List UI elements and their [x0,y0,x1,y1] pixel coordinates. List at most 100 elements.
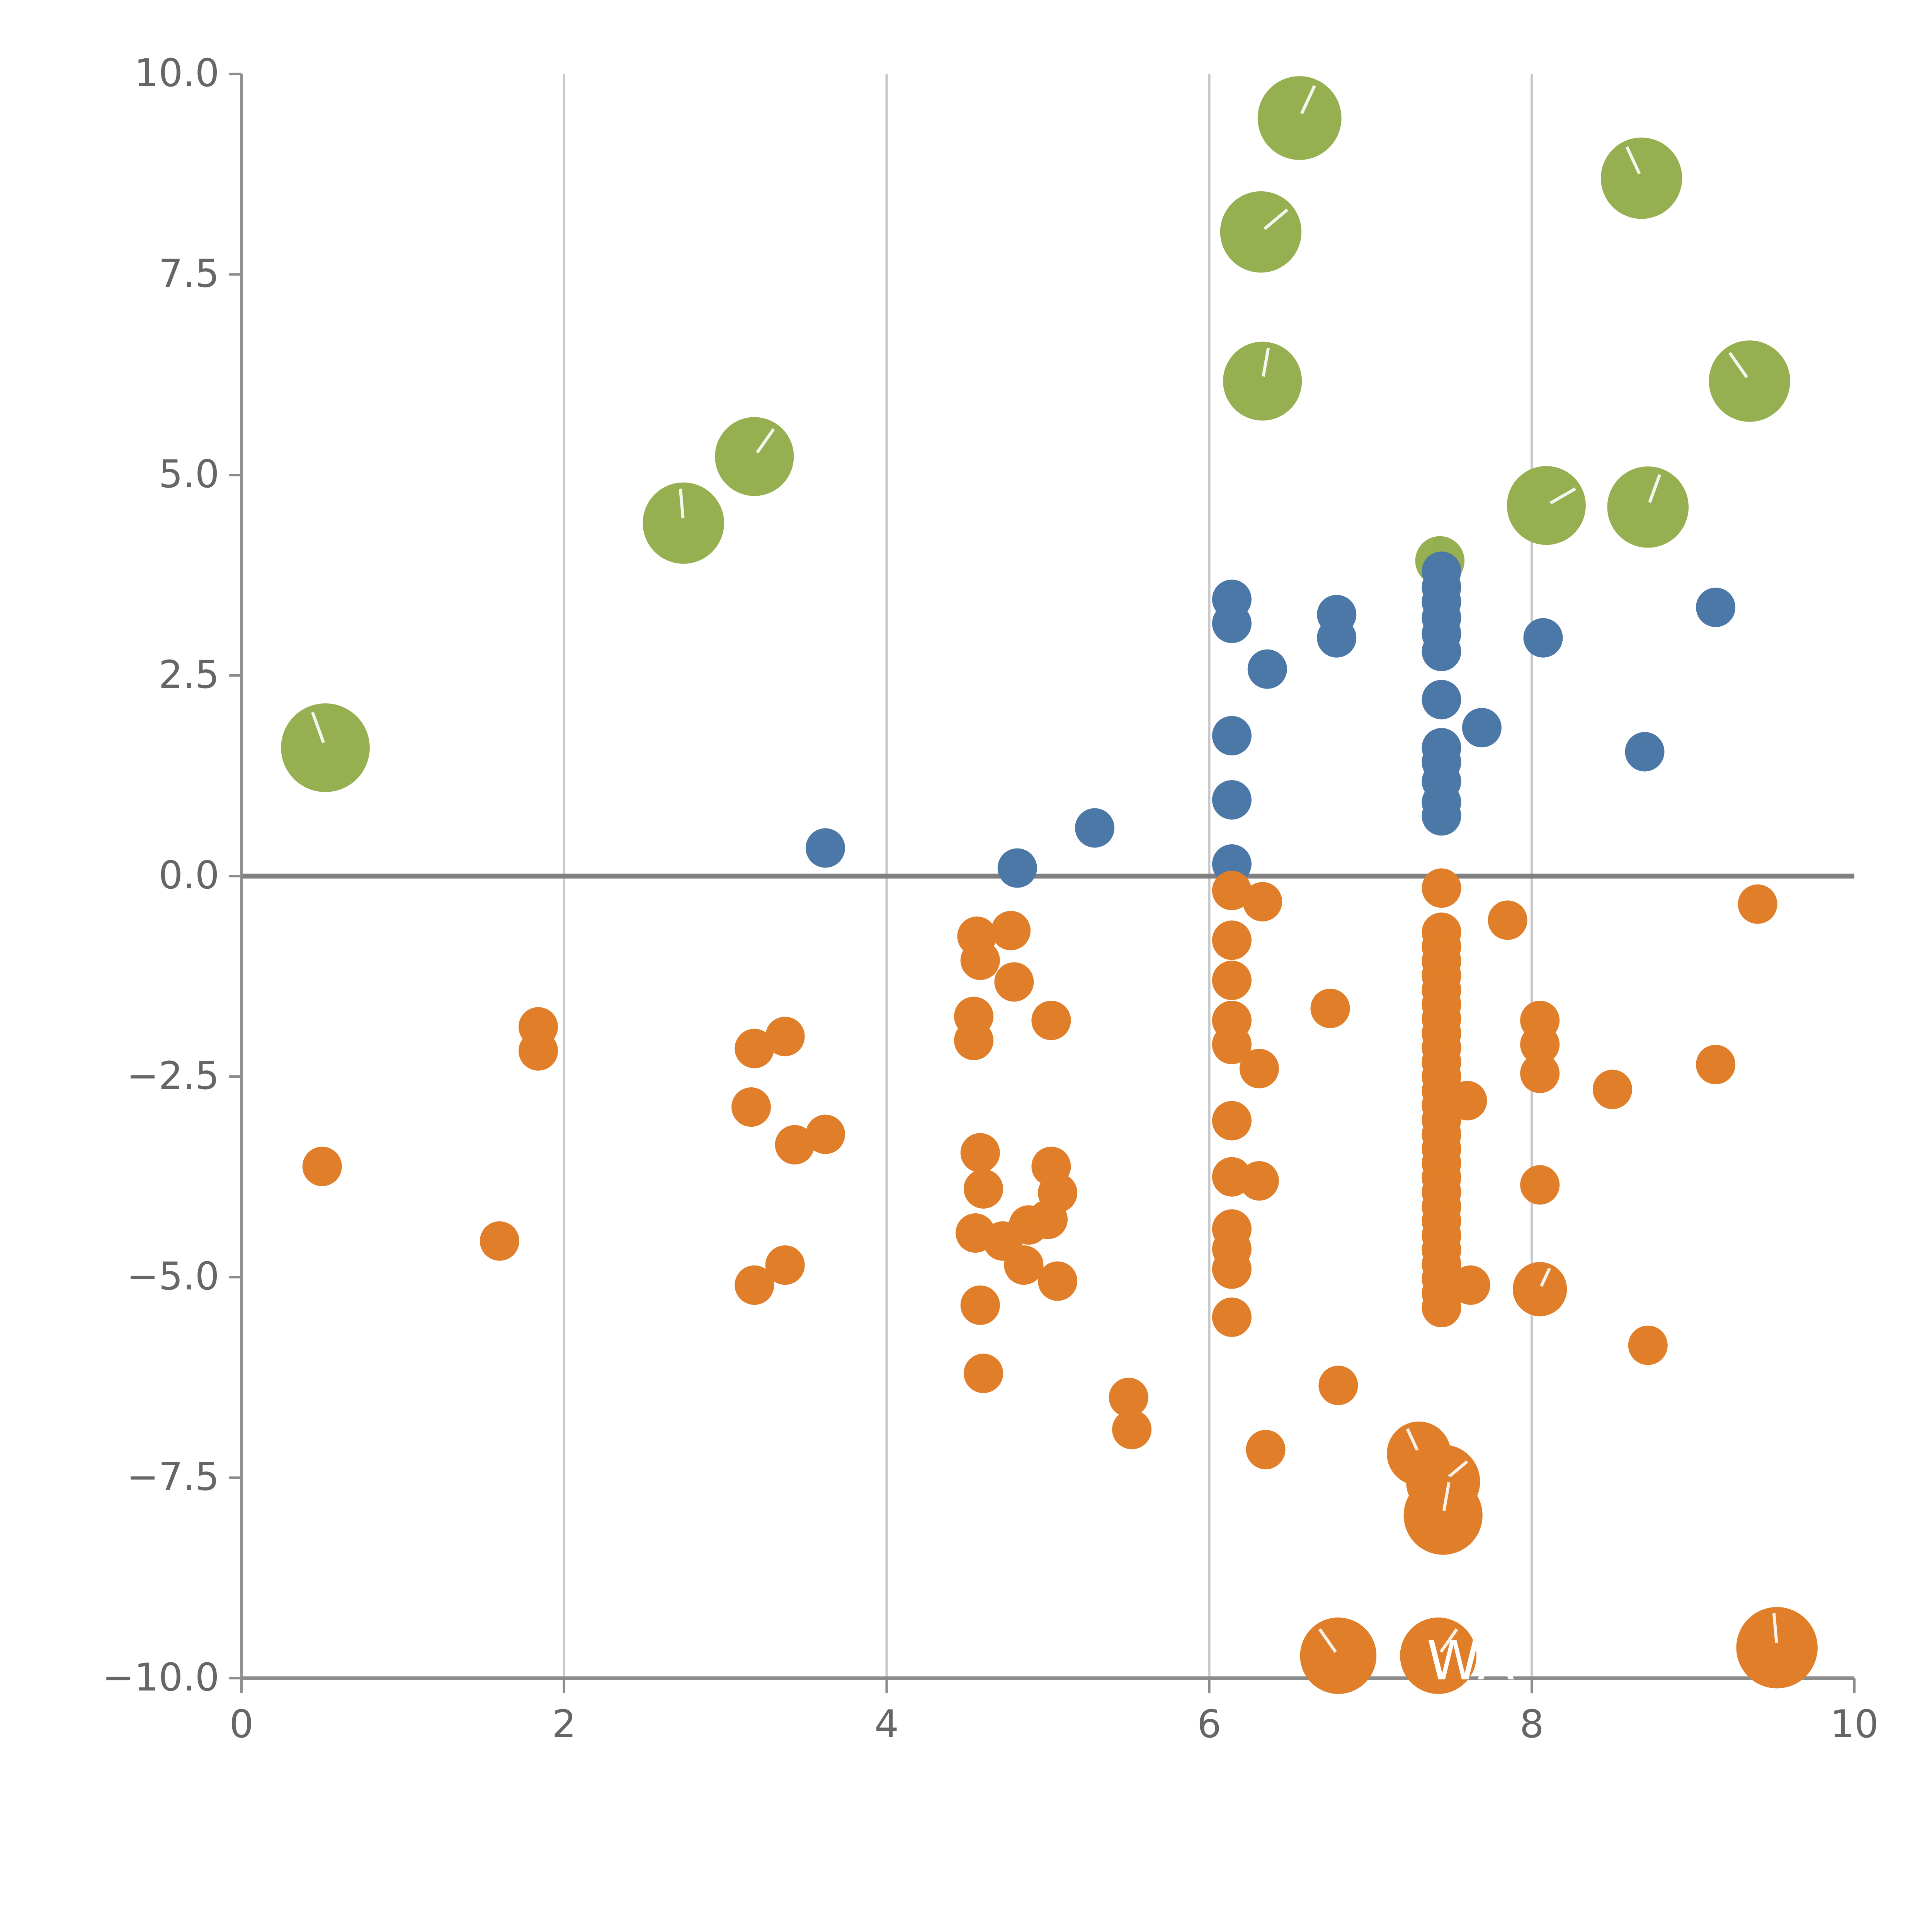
x-tick-label: 6 [1197,1702,1221,1747]
blue-data-point [1523,618,1563,658]
x-tick-label: 8 [1520,1702,1544,1747]
orange-data-point [960,1133,1000,1173]
blue-data-point [1247,649,1287,689]
blue-data-point [1625,732,1665,772]
orange-data-point [960,1285,1000,1325]
orange-data-point [806,1114,845,1154]
green-data-point [1507,466,1586,545]
bubble-highlight-mark [1549,487,1576,505]
orange-data-point [960,940,1000,980]
orange-data-point [1736,1607,1818,1689]
orange-data-point [1403,1476,1483,1555]
bubble-highlight-mark [1406,1428,1419,1451]
orange-data-point [302,1146,342,1186]
y-tick-label: 5.0 [158,452,219,497]
x-tick-label: 10 [1830,1702,1879,1747]
bubble-highlight-mark [311,712,325,743]
orange-data-point [1447,1081,1487,1121]
bubble-highlight-mark [679,488,685,519]
orange-data-point [1422,868,1461,908]
blue-data-point [997,848,1037,888]
bubble-highlight-mark [756,428,775,454]
orange-data-point [1592,1070,1633,1109]
orange-data-point [1488,900,1527,940]
y-tick-label: −7.5 [127,1455,219,1499]
orange-data-point [1520,1025,1560,1065]
bubble-highlight-mark [1439,1628,1458,1653]
x-tick-label: 4 [874,1702,899,1747]
y-tick-label: 10.0 [134,51,219,95]
blue-data-point [1317,618,1357,658]
blue-data-point [806,828,845,868]
blue-data-point [1422,631,1461,671]
blue-data-point [1212,716,1252,755]
orange-data-point [1520,1165,1560,1205]
bubble-highlight-mark [1445,1460,1468,1480]
orange-data-point [731,1087,771,1127]
blue-data-point [1212,604,1252,643]
blue-data-point [1075,808,1115,848]
orange-data-point [1310,988,1350,1028]
y-tick-label: −5.0 [127,1254,219,1299]
orange-data-point [1239,1049,1279,1088]
orange-data-point [994,962,1034,1002]
bubble-highlight-mark [1648,474,1662,503]
orange-data-point [991,911,1031,951]
bubble-highlight-mark [1728,352,1748,378]
orange-data-point [775,1125,815,1165]
orange-data-point [765,1017,805,1056]
orange-data-point [480,1221,519,1261]
bubble-highlight-mark [1625,146,1641,175]
bubble-highlight-mark [1772,1613,1778,1643]
blue-data-point [1422,796,1461,836]
orange-data-point [1513,1262,1567,1316]
orange-data-point [954,1020,994,1060]
orange-data-point [1212,1249,1252,1289]
orange-data-point [1520,1053,1560,1093]
blue-data-point [1212,780,1252,820]
orange-data-point [1031,1000,1071,1040]
orange-data-point [1028,1199,1068,1239]
orange-data-point [1212,961,1252,1000]
orange-data-point [519,1031,558,1071]
blue-data-point [1462,708,1502,748]
orange-data-point [1738,884,1777,924]
orange-data-point [1109,1378,1148,1417]
y-tick-label: 0.0 [158,853,219,898]
orange-data-point [1212,920,1252,960]
annotation-text: WA [1427,1629,1514,1692]
green-data-point [715,417,794,496]
orange-data-point [1038,1261,1078,1301]
x-tick-label: 2 [552,1702,576,1747]
x-tick-label: 0 [230,1702,254,1747]
bubble-highlight-mark [1262,348,1270,377]
orange-data-point [964,1169,1003,1209]
orange-data-point [1212,1297,1252,1337]
bubble-highlight-mark [1300,85,1316,114]
blue-data-point [1696,587,1736,627]
green-data-point [1600,137,1682,219]
bubble-highlight-mark [1540,1267,1551,1287]
green-data-point [1223,342,1302,421]
orange-data-point [1300,1617,1377,1694]
y-tick-label: 7.5 [158,252,219,296]
orange-data-point [1004,1245,1044,1285]
orange-data-point [1451,1265,1490,1305]
orange-data-point [1212,871,1252,910]
green-data-point [1607,466,1689,548]
orange-data-point [1212,1101,1252,1141]
y-tick-label: 2.5 [158,653,219,697]
bubble-highlight-mark [1442,1482,1451,1511]
green-data-point [643,482,724,564]
green-data-point [281,703,370,792]
green-data-point [1709,340,1791,422]
orange-data-point [1400,1617,1477,1694]
orange-data-point [735,1265,774,1305]
bubble-highlight-mark [1318,1628,1337,1653]
orange-data-point [1628,1325,1668,1365]
orange-data-point [1243,882,1282,922]
orange-data-point [1696,1045,1736,1085]
orange-data-point [1422,1288,1461,1328]
